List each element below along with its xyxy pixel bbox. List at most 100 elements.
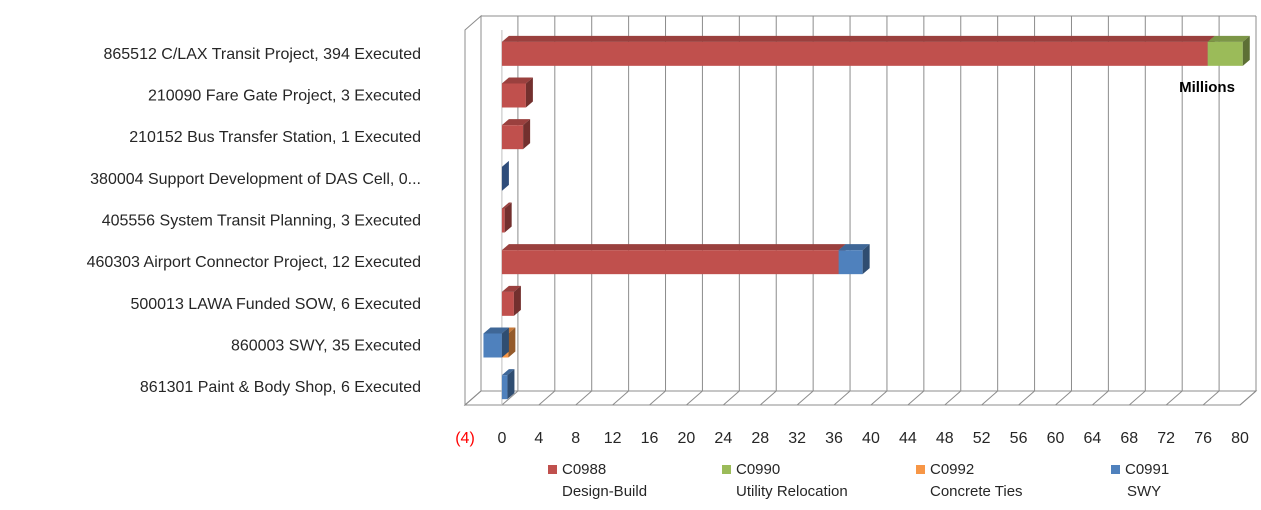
legend-swatch: [916, 465, 925, 474]
floor-gridline: [1239, 390, 1257, 406]
legend-item: C0991 SWY: [1111, 461, 1169, 500]
bar-side: [523, 119, 531, 150]
bar-top: [483, 327, 509, 334]
floor-gridline: [612, 390, 629, 406]
floor-gridline: [538, 390, 556, 406]
bar-segment: [501, 285, 521, 316]
legend-code: C0988: [562, 461, 606, 478]
bar-top: [501, 369, 515, 376]
legend-desc: SWY: [1127, 483, 1161, 500]
bar-front: [838, 250, 863, 275]
plot-walls: [463, 14, 1258, 407]
x-tick-label: 60: [1047, 430, 1065, 447]
bar-front: [501, 41, 1208, 66]
bars: [483, 35, 1250, 400]
x-tick-label: 16: [641, 430, 659, 447]
bar-front: [501, 375, 508, 400]
bar-top: [838, 244, 870, 251]
legend-swatch: [722, 465, 731, 474]
legend-swatch: [1111, 465, 1120, 474]
bar-side: [508, 327, 516, 358]
bar-top: [501, 77, 533, 84]
bar-front: [501, 125, 524, 150]
floor-gridline: [833, 390, 851, 406]
floor-gridline: [759, 390, 777, 406]
x-tick-label: 32: [788, 430, 806, 447]
bar-segment: [501, 77, 533, 108]
bar-segment: [501, 244, 846, 275]
bar-top: [501, 244, 846, 251]
bar-side: [862, 244, 870, 275]
floor-gridline: [1018, 390, 1035, 406]
floor-gridline: [501, 390, 519, 406]
category-label: 860003 SWY, 35 Executed: [231, 338, 421, 355]
x-tick-label: 48: [936, 430, 954, 447]
floor-gridline: [1165, 390, 1183, 406]
x-tick-label: 0: [497, 430, 506, 447]
category-label: 460303 Airport Connector Project, 12 Exe…: [87, 254, 421, 271]
category-labels: 865512 C/LAX Transit Project, 394 Execut…: [87, 46, 421, 396]
x-tick-label: 20: [678, 430, 696, 447]
bar-front: [501, 291, 514, 316]
floor-gridline: [649, 390, 666, 406]
bar-segment: [1207, 35, 1250, 66]
category-label: 405556 System Transit Planning, 3 Execut…: [102, 213, 421, 230]
x-tick-label: 56: [1010, 430, 1028, 447]
bar-stub: [501, 160, 509, 191]
x-tick-label: 72: [1157, 430, 1175, 447]
bar-side: [513, 285, 521, 316]
x-tick-label: 52: [973, 430, 991, 447]
legend: C0988 Design-Build C0990 Utility Relocation…: [548, 461, 1169, 500]
category-label: 865512 C/LAX Transit Project, 394 Execut…: [103, 46, 421, 63]
floor-gridline: [1202, 390, 1220, 406]
bar-side: [504, 202, 512, 233]
floor-gridline: [464, 390, 482, 406]
floor-gridline: [1055, 390, 1072, 406]
bar-segment: [501, 202, 512, 233]
legend-code: C0991: [1125, 461, 1169, 478]
bar-segment: [483, 327, 509, 358]
x-tick-label: 80: [1231, 430, 1249, 447]
x-tick-label: 12: [604, 430, 622, 447]
x-tick-label: 64: [1083, 430, 1101, 447]
floor-gridline: [907, 390, 925, 406]
bar-top: [501, 119, 531, 126]
bar-side: [507, 369, 515, 400]
bar-segment: [838, 244, 870, 275]
floor-gridline: [796, 390, 814, 406]
bar-front: [501, 250, 839, 275]
floor-gridline: [575, 390, 593, 406]
legend-item: C0992 Concrete Ties: [916, 461, 1023, 500]
x-tick-label: 76: [1194, 430, 1212, 447]
bar-top: [501, 285, 521, 292]
legend-swatch: [548, 465, 557, 474]
bar-segment: [501, 35, 1215, 66]
floor-gridline: [1128, 390, 1146, 406]
bar-segment: [501, 119, 531, 150]
bar-front: [1207, 41, 1243, 66]
floor-gridline: [723, 390, 740, 406]
bar-side: [501, 327, 509, 358]
x-tick-label: 40: [862, 430, 880, 447]
legend-desc: Utility Relocation: [736, 483, 848, 500]
legend-desc: Design-Build: [562, 483, 647, 500]
x-tick-label: 8: [571, 430, 580, 447]
category-label: 380004 Support Development of DAS Cell, …: [90, 171, 421, 188]
x-tick-label: 28: [751, 430, 769, 447]
x-tick-label: (4): [455, 430, 475, 447]
bar-front: [483, 333, 502, 358]
bar-top: [1207, 35, 1250, 42]
bar-segment: [501, 369, 515, 400]
x-tick-label: 36: [825, 430, 843, 447]
category-label: 210152 Bus Transfer Station, 1 Executed: [129, 129, 421, 146]
category-label: 210090 Fare Gate Project, 3 Executed: [148, 88, 421, 105]
bar-top: [501, 35, 1215, 42]
x-tick-label: 24: [714, 430, 732, 447]
unit-label: Millions: [1179, 79, 1235, 96]
x-tick-label: 68: [1120, 430, 1138, 447]
side-wall: [464, 14, 482, 407]
x-tick-label: 4: [534, 430, 543, 447]
legend-item: C0990 Utility Relocation: [722, 461, 848, 500]
gridlines: [464, 15, 1257, 406]
